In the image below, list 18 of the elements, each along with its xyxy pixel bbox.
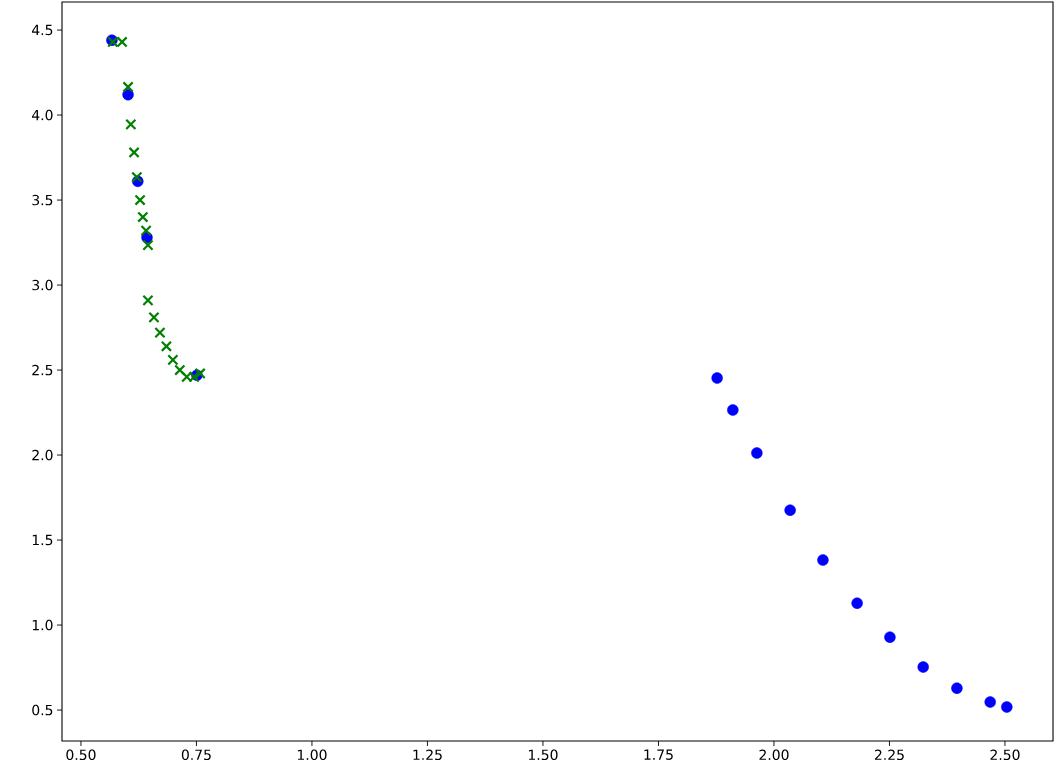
x-tick-label: 1.25 [413,749,442,761]
x-tick-label: 1.50 [528,749,558,761]
x-tick-label: 0.50 [66,749,96,761]
x-tick-label: 2.00 [759,749,789,761]
y-tick-label: 0.5 [32,704,53,716]
y-tick-label: 3.0 [32,279,53,291]
x-tick-label: 2.50 [990,749,1020,761]
x-tick-label: 1.00 [297,749,327,761]
y-tick-label: 4.5 [31,24,53,36]
x-tick-label: 1.75 [644,749,673,760]
x-tick-label: 0.75 [181,749,211,761]
y-tick-label: 4.0 [31,109,53,121]
y-tick-label: 2.5 [32,364,53,376]
y-tick-label: 2.0 [32,449,53,461]
y-tick-label: 1.0 [32,619,53,631]
y-tick-label: 1.5 [32,534,53,546]
x-tick-label: 2.25 [874,749,904,761]
y-tick-label: 3.5 [32,194,53,206]
